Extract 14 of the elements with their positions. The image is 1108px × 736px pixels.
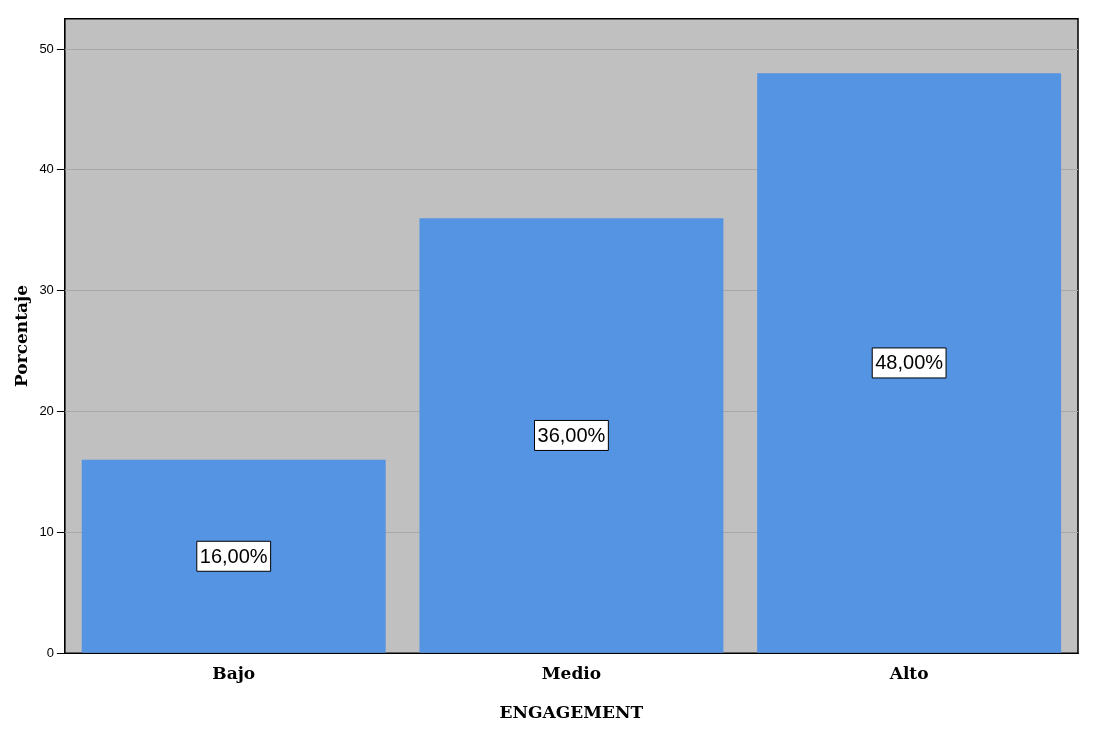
x-tick-label: Alto <box>888 662 929 683</box>
y-tick-label: 10 <box>39 523 54 539</box>
y-tick-label: 20 <box>39 403 54 419</box>
data-label: 48,00% <box>875 351 944 374</box>
y-tick-label: 40 <box>39 161 54 177</box>
data-label: 16,00% <box>199 544 268 567</box>
y-axis-title: Porcentaje <box>10 284 31 387</box>
y-tick-label: 50 <box>39 40 54 56</box>
data-label: 36,00% <box>537 423 606 446</box>
x-axis-title: ENGAGEMENT <box>499 702 644 723</box>
y-tick-label: 30 <box>39 282 54 298</box>
x-tick-label: Medio <box>541 662 602 683</box>
y-tick-label: 0 <box>46 644 54 660</box>
x-tick-label: Bajo <box>212 662 256 683</box>
